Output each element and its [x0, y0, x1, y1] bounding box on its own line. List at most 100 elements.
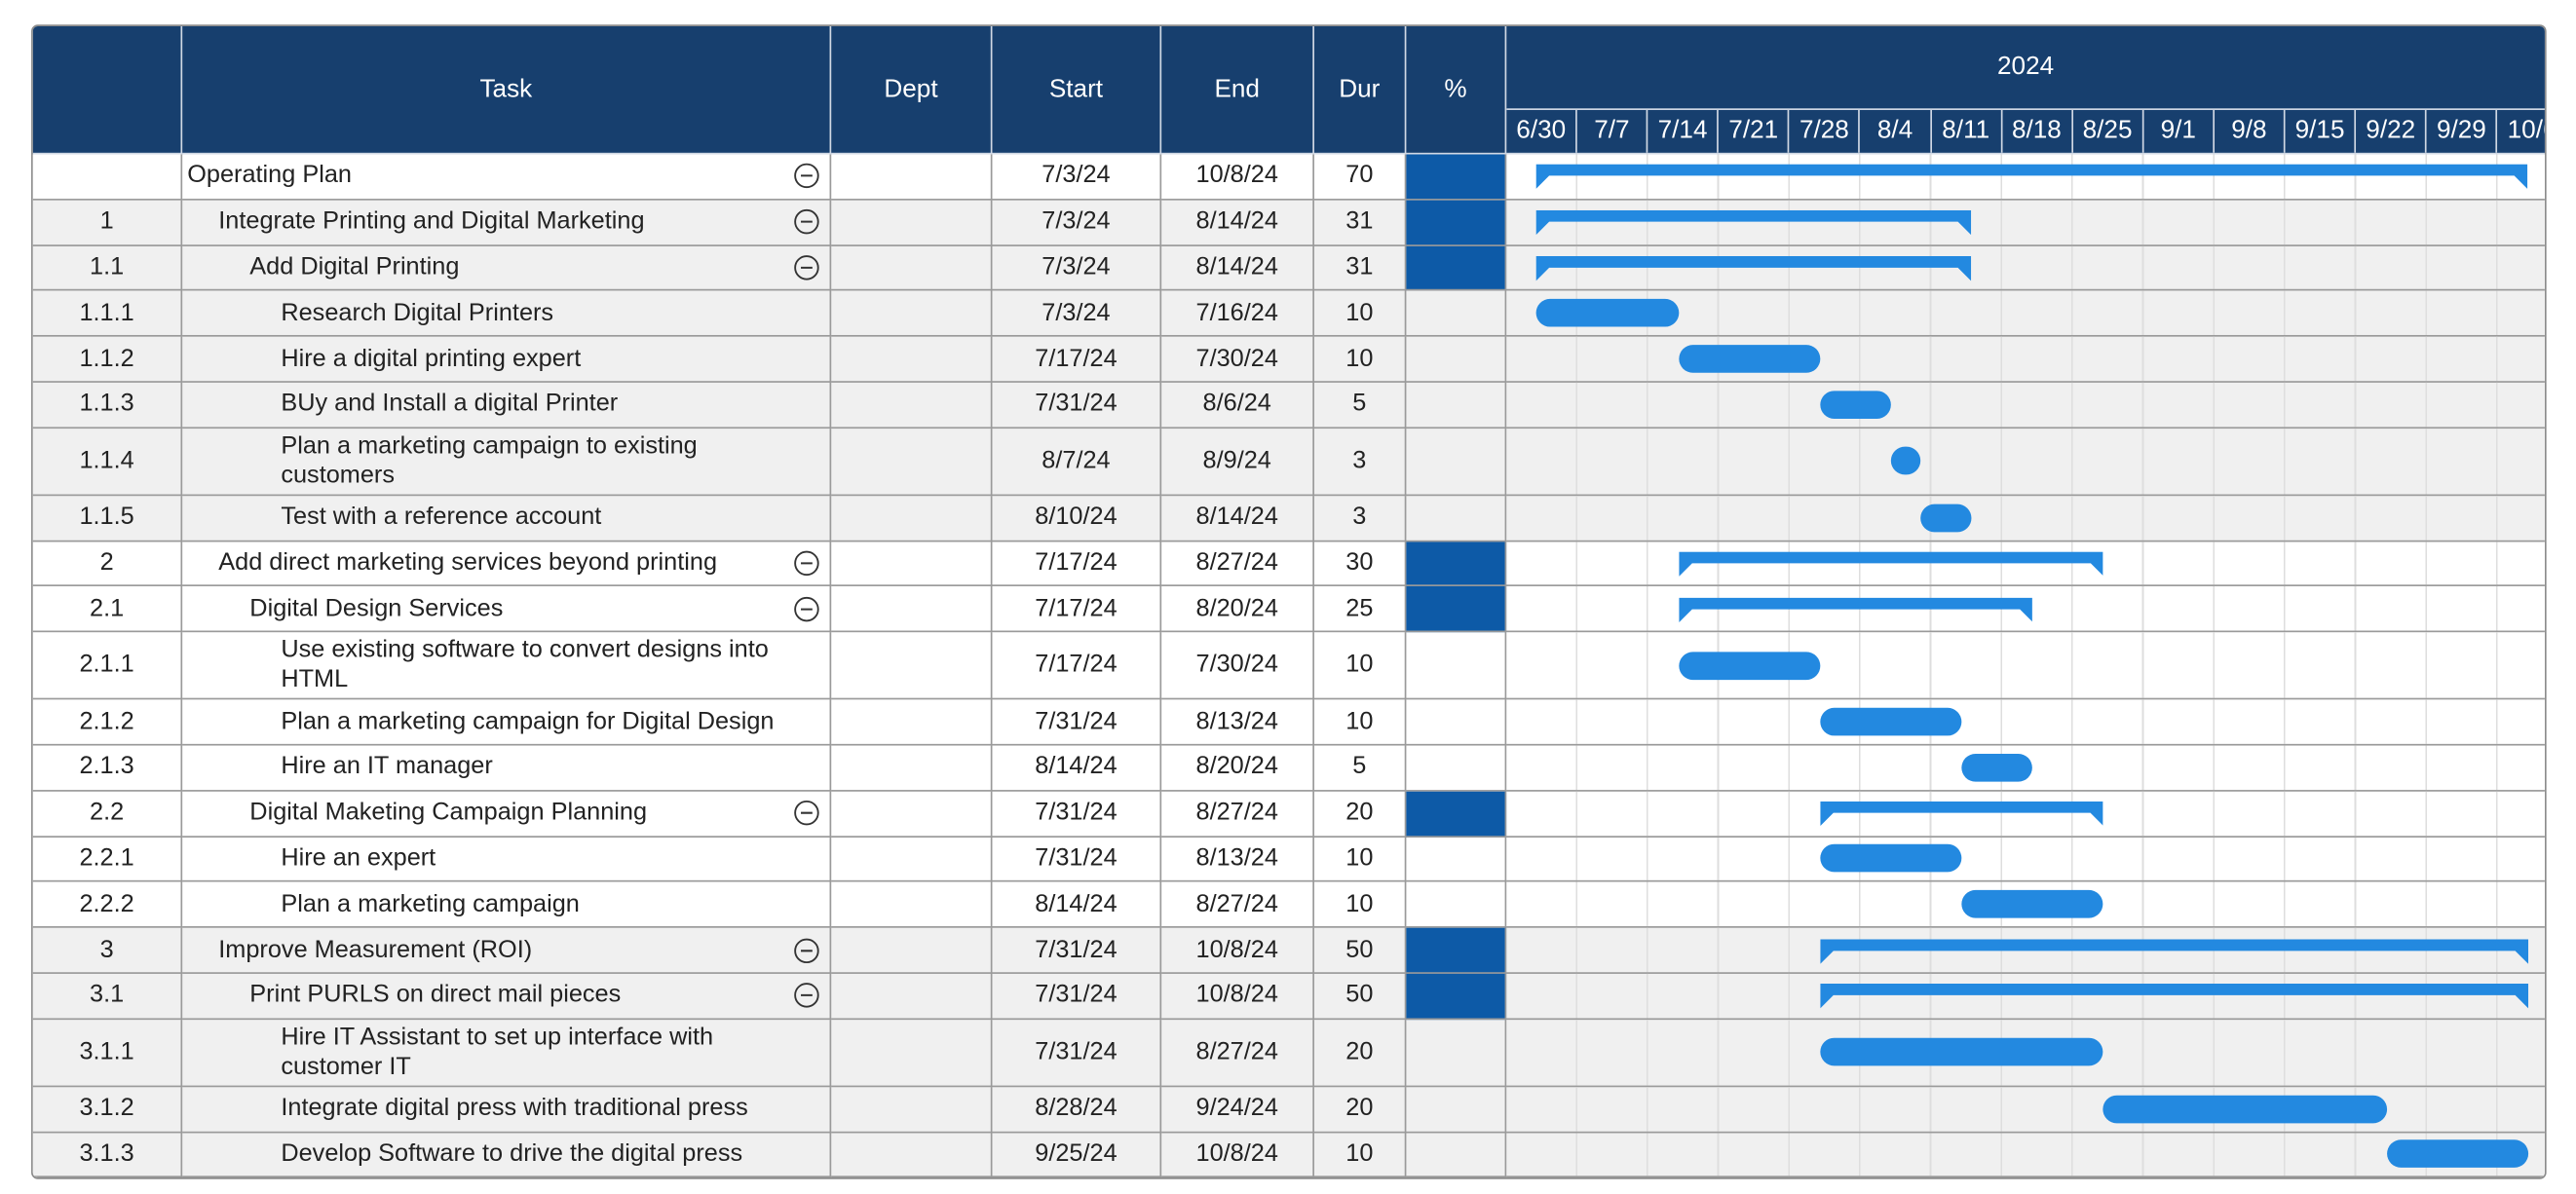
- collapse-toggle[interactable]: [793, 596, 819, 622]
- header-cell[interactable]: Dept: [831, 25, 993, 155]
- id-cell: 1.1: [32, 245, 183, 292]
- summary-bar[interactable]: [1820, 802, 2103, 830]
- task-bar[interactable]: [1678, 345, 1821, 373]
- task-id: 2.1.2: [79, 707, 134, 735]
- header-cell[interactable]: End: [1161, 25, 1314, 155]
- task-name: Operating Plan: [187, 161, 352, 190]
- task-cell: BUy and Install a digital Printer: [182, 382, 832, 429]
- task-cell: Hire an IT manager: [182, 745, 832, 792]
- header-cell: [32, 25, 183, 155]
- task-row: 3.1.3 Develop Software to drive the digit…: [32, 1132, 2545, 1178]
- summary-bar[interactable]: [1536, 210, 1972, 239]
- task-cell: Operating Plan: [182, 154, 832, 201]
- collapse-toggle[interactable]: [793, 937, 819, 963]
- task-row: 1.1.5 Test with a reference account 8/10/2…: [32, 495, 2545, 541]
- collapse-toggle[interactable]: [793, 800, 819, 826]
- task-bar[interactable]: [2386, 1139, 2528, 1169]
- timeline-cell: [1506, 541, 2545, 587]
- id-cell: 2.1.3: [32, 745, 183, 792]
- task-bar[interactable]: [1961, 890, 2103, 919]
- task-name: Research Digital Printers: [281, 298, 554, 327]
- percent-cell: [1406, 1019, 1507, 1087]
- task-row: 2.1.1 Use existing software to convert de…: [32, 632, 2545, 700]
- timeline-cell: [1506, 699, 2545, 746]
- summary-bar[interactable]: [1536, 256, 1972, 284]
- id-cell: 2.2.1: [32, 837, 183, 883]
- header-cell[interactable]: Task: [182, 25, 832, 155]
- task-cell: Integrate digital press with traditional…: [182, 1086, 832, 1133]
- collapse-toggle[interactable]: [793, 254, 819, 280]
- task-row: 2.2.1 Hire an expert 7/31/24 8/13/24 10: [32, 837, 2545, 883]
- header-cell[interactable]: %: [1406, 25, 1507, 155]
- task-bar[interactable]: [1820, 391, 1891, 419]
- timeline-cell: [1506, 632, 2545, 700]
- task-row: 1.1.4 Plan a marketing campaign to existi…: [32, 428, 2545, 496]
- collapse-toggle[interactable]: [793, 550, 819, 577]
- collapse-toggle[interactable]: [793, 164, 819, 190]
- end-date: 8/14/24: [1161, 495, 1314, 541]
- end-date: 10/8/24: [1161, 1132, 1314, 1178]
- summary-bar[interactable]: [1820, 984, 2528, 1013]
- week-labels: 6/30 7/7 7/14 7/21 7/28 8/4 8/11 8/18 8/25 9/1 9/8…: [1506, 109, 2545, 153]
- task-id: 1: [99, 206, 114, 236]
- task-bar[interactable]: [1820, 844, 1962, 874]
- start-date: 7/31/24: [992, 382, 1162, 429]
- id-cell: [32, 154, 183, 201]
- end-date: 8/14/24: [1161, 245, 1314, 292]
- end-date: 8/20/24: [1161, 586, 1314, 633]
- week-label: 9/8: [2215, 109, 2286, 153]
- week-label: 6/30: [1506, 109, 1577, 153]
- percent-cell: [1406, 336, 1507, 383]
- dept-cell: [831, 927, 993, 974]
- task-bar[interactable]: [1820, 707, 1962, 736]
- task-bar[interactable]: [1961, 753, 2033, 782]
- duration: 10: [1313, 837, 1407, 883]
- dept-cell: [831, 745, 993, 792]
- duration: 20: [1313, 1086, 1407, 1133]
- end-date: 8/27/24: [1161, 791, 1314, 838]
- timeline-cell: [1506, 837, 2545, 883]
- task-bar[interactable]: [1820, 1038, 2103, 1066]
- start-date: 7/3/24: [992, 200, 1162, 246]
- task-name: Digital Design Services: [249, 594, 504, 622]
- task-bar[interactable]: [1890, 447, 1921, 475]
- dept-cell: [831, 791, 993, 838]
- timeline-cell: [1506, 291, 2545, 337]
- task-row: 1 Integrate Printing and Digital Marketin…: [32, 200, 2545, 246]
- summary-bar[interactable]: [1678, 597, 2033, 625]
- week-label: 9/15: [2286, 109, 2357, 153]
- task-cell: Add Digital Printing: [182, 245, 832, 292]
- end-date: 10/8/24: [1161, 927, 1314, 974]
- week-label: 7/7: [1577, 109, 1648, 153]
- duration: 10: [1313, 1132, 1407, 1178]
- task-row: 3.1.1 Hire IT Assistant to set up interfa…: [32, 1019, 2545, 1087]
- id-cell: 2.2.2: [32, 882, 183, 928]
- task-row: 2.1.3 Hire an IT manager 8/14/24 8/20/24 5: [32, 745, 2545, 792]
- collapse-toggle[interactable]: [793, 208, 819, 235]
- percent-cell: [1406, 973, 1507, 1020]
- summary-bar[interactable]: [1678, 551, 2103, 580]
- summary-bar[interactable]: [1820, 938, 2528, 967]
- task-bar[interactable]: [1536, 299, 1679, 328]
- task-bar[interactable]: [1678, 651, 1821, 680]
- end-date: 7/30/24: [1161, 632, 1314, 700]
- id-cell: 3: [32, 927, 183, 974]
- task-row: 2.2 Digital Maketing Campaign Planning 7/3…: [32, 791, 2545, 838]
- week-label: 9/29: [2427, 109, 2498, 153]
- task-name: Test with a reference account: [281, 503, 602, 531]
- task-id: 2.1.1: [79, 651, 134, 679]
- duration: 20: [1313, 791, 1407, 838]
- task-bar[interactable]: [2102, 1095, 2387, 1123]
- week-label: 9/22: [2356, 109, 2427, 153]
- task-bar[interactable]: [1920, 504, 1972, 532]
- task-id: 1.1.3: [79, 390, 134, 418]
- summary-bar[interactable]: [1536, 165, 2528, 193]
- start-date: 7/3/24: [992, 245, 1162, 292]
- header-cell[interactable]: Dur: [1313, 25, 1407, 155]
- collapse-toggle[interactable]: [793, 983, 819, 1009]
- duration: 50: [1313, 973, 1407, 1020]
- duration: 31: [1313, 200, 1407, 246]
- header-cell[interactable]: Start: [992, 25, 1162, 155]
- id-cell: 1.1.3: [32, 382, 183, 429]
